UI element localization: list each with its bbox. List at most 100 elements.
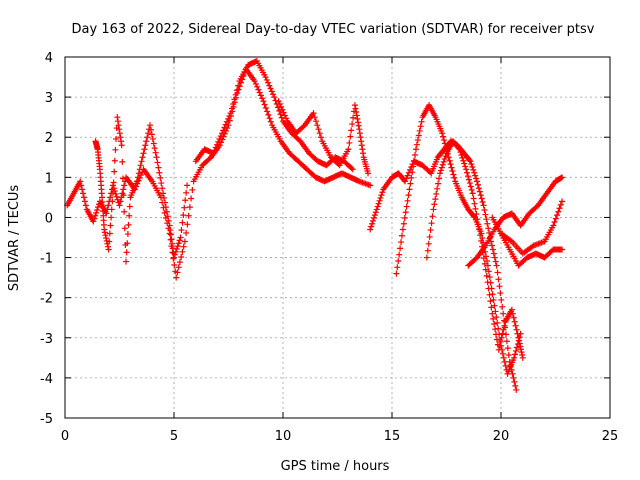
data-point: [336, 148, 351, 169]
data-point: [227, 82, 242, 117]
data-point: [543, 180, 558, 197]
y-tick-label: 0: [45, 211, 53, 226]
x-tick-label: 15: [384, 429, 401, 444]
data-point: [96, 166, 105, 197]
x-axis-label: GPS time / hours: [281, 459, 390, 474]
data-point: [559, 246, 566, 253]
data-point: [118, 142, 129, 248]
data-point: [199, 155, 213, 169]
y-tick-label: 4: [45, 51, 53, 66]
data-point: [99, 194, 107, 228]
data-point: [277, 138, 292, 155]
data-point: [262, 74, 277, 98]
data-point: [419, 162, 433, 176]
series-sat-g: [423, 138, 526, 361]
data-point: [105, 198, 116, 253]
x-tick-label: 0: [61, 429, 69, 444]
data-point: [210, 133, 224, 157]
data-point: [493, 262, 506, 310]
data-point: [432, 114, 445, 134]
series-sat-c: [192, 58, 356, 173]
x-axis-ticks: 0 5 10 15 20 25: [61, 57, 618, 444]
data-point: [367, 182, 374, 189]
data-point: [484, 262, 497, 303]
data-point: [412, 118, 425, 153]
x-tick-label: 25: [602, 429, 619, 444]
data-point: [109, 125, 120, 197]
data-point: [460, 150, 473, 164]
data-point: [303, 166, 318, 180]
y-tick-label: -3: [40, 332, 53, 347]
x-tick-label: 5: [170, 429, 178, 444]
data-point: [395, 170, 408, 184]
series-sat-e: [367, 138, 520, 393]
data-point: [452, 178, 464, 199]
data-point: [450, 138, 462, 152]
data-point: [434, 147, 447, 161]
y-tick-label: -1: [40, 252, 53, 267]
data-point: [458, 194, 471, 211]
data-point: [426, 102, 438, 119]
data-point: [64, 192, 76, 209]
data-point: [504, 357, 517, 377]
data-point: [280, 118, 294, 135]
series-sat-a: [64, 66, 374, 281]
data-point: [260, 98, 274, 125]
y-tick-label: 3: [45, 91, 53, 106]
data-point: [467, 158, 480, 182]
data-point: [541, 247, 556, 261]
data-point: [171, 237, 183, 261]
data-point: [181, 186, 196, 245]
y-tick-label: 2: [45, 131, 53, 146]
data-point: [177, 189, 190, 241]
grid-lines: [65, 57, 610, 418]
x-tick-label: 10: [275, 429, 292, 444]
data-point: [360, 154, 371, 175]
data-point: [116, 178, 129, 209]
data-point: [445, 154, 458, 181]
data-point: [474, 244, 488, 261]
data-point: [153, 154, 166, 192]
data-point: [399, 192, 412, 233]
series-sat-d: [275, 98, 372, 177]
data-point: [184, 182, 191, 189]
data-point: [275, 98, 290, 122]
data-point: [465, 255, 479, 269]
data-point: [406, 151, 419, 193]
data-point: [147, 122, 159, 156]
data-point: [515, 334, 526, 358]
data-point: [190, 164, 205, 185]
data-point: [519, 243, 536, 257]
data-point: [286, 150, 301, 164]
plot-area: [64, 58, 566, 393]
data-point: [269, 122, 283, 142]
data-point: [94, 146, 103, 170]
data-point: [140, 166, 154, 183]
data-point: [517, 212, 532, 229]
data-point: [301, 111, 316, 129]
data-point: [513, 386, 520, 393]
data-point: [288, 130, 303, 144]
data-point: [423, 213, 436, 261]
data-point: [218, 113, 233, 137]
data-point: [559, 174, 566, 181]
data-point: [559, 198, 566, 205]
data-point: [297, 138, 311, 155]
data-point: [463, 166, 475, 193]
data-point: [149, 178, 163, 199]
data-point: [166, 222, 177, 256]
data-point: [474, 178, 486, 205]
data-point: [508, 306, 521, 337]
data-point: [380, 176, 394, 193]
data-point: [192, 147, 207, 165]
data-point: [306, 150, 320, 164]
x-tick-label: 20: [493, 429, 510, 444]
data-point: [550, 201, 564, 229]
data-point: [295, 158, 309, 172]
data-point: [428, 156, 440, 177]
data-point: [123, 203, 133, 265]
data-point: [140, 126, 153, 157]
y-tick-label: -4: [40, 372, 53, 387]
data-point: [498, 230, 514, 244]
